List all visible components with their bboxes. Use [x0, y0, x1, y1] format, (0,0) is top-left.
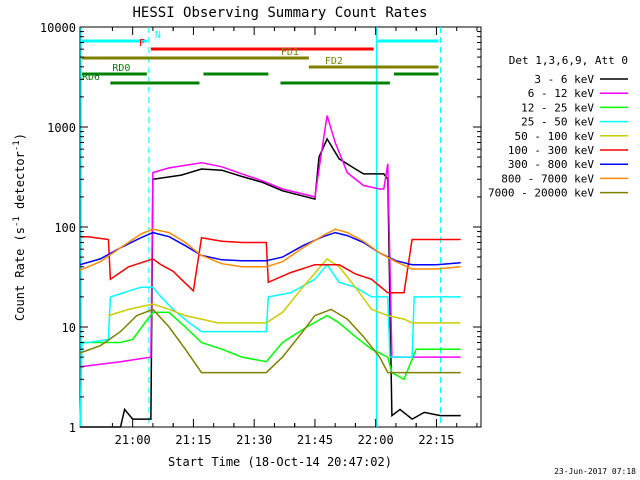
flag-label-n: N [155, 30, 161, 41]
guide-lines [80, 27, 441, 427]
flag-bars: NF FD1 FD2 RD0 RD6 [82, 30, 439, 85]
series-line-800-7000-kev [79, 228, 461, 271]
y-tick-label: 100 [54, 221, 76, 235]
series-line-6-12-kev [79, 115, 461, 368]
flag-label-f: F [139, 38, 145, 49]
series-line-3-6-kev [80, 137, 461, 428]
x-axis: 21:00 21:15 21:30 21:45 22:00 22:15 [111, 27, 478, 447]
y-tick-label: 1 [69, 421, 76, 435]
x-tick-label: 21:45 [297, 433, 333, 447]
x-axis-label: Start Time (18-Oct-14 20:47:02) [168, 455, 392, 469]
legend-label-800-7000-kev: 800 - 7000 keV [501, 172, 594, 185]
x-tick-label: 21:15 [175, 433, 211, 447]
x-tick-label: 21:30 [236, 433, 272, 447]
legend-label-3-6-kev: 3 - 6 keV [534, 73, 594, 86]
series-line-25-50-kev [79, 263, 461, 428]
y-tick-label: 1000 [47, 121, 76, 135]
y-tick-label: 10000 [40, 21, 76, 35]
legend-label-100-300-kev: 100 - 300 keV [508, 144, 594, 157]
series-lines [79, 115, 461, 428]
x-tick-label: 22:00 [358, 433, 394, 447]
legend-label-50-100-kev: 50 - 100 keV [515, 130, 595, 143]
x-tick-label: 22:15 [418, 433, 454, 447]
timestamp: 23-Jun-2017 07:18 [554, 467, 636, 476]
flag-label-rd0: RD0 [112, 63, 130, 74]
y-tick-label: 10 [62, 321, 76, 335]
legend-label-300-800-kev: 300 - 800 keV [508, 158, 594, 171]
series-line-100-300-kev [80, 235, 461, 294]
series-line-7000-20000-kev [79, 308, 461, 374]
chart-title: HESSI Observing Summary Count Rates [132, 5, 427, 21]
y-axis-label: Count Rate (s-1 detector-1) [12, 133, 27, 321]
flag-label-rd6: RD6 [82, 72, 100, 83]
legend-label-12-25-kev: 12 - 25 keV [521, 101, 594, 114]
series-line-12-25-kev [80, 311, 461, 381]
plot-area: NF FD1 FD2 RD0 RD6 [79, 27, 461, 428]
series-line-50-100-kev [108, 257, 461, 324]
legend-label-25-50-kev: 25 - 50 keV [521, 116, 594, 129]
flag-label-fd2: FD2 [325, 56, 343, 67]
legend-label-7000-20000-kev: 7000 - 20000 keV [488, 187, 594, 200]
x-tick-label: 21:00 [115, 433, 151, 447]
legend-label-6-12-kev: 6 - 12 keV [528, 87, 595, 100]
plot-frame [79, 26, 482, 428]
legend-header: Det 1,3,6,9, Att 0 [509, 54, 628, 67]
flag-label-fd1: FD1 [281, 47, 299, 58]
y-axis: 1 10 100 1000 10000 [40, 21, 481, 435]
